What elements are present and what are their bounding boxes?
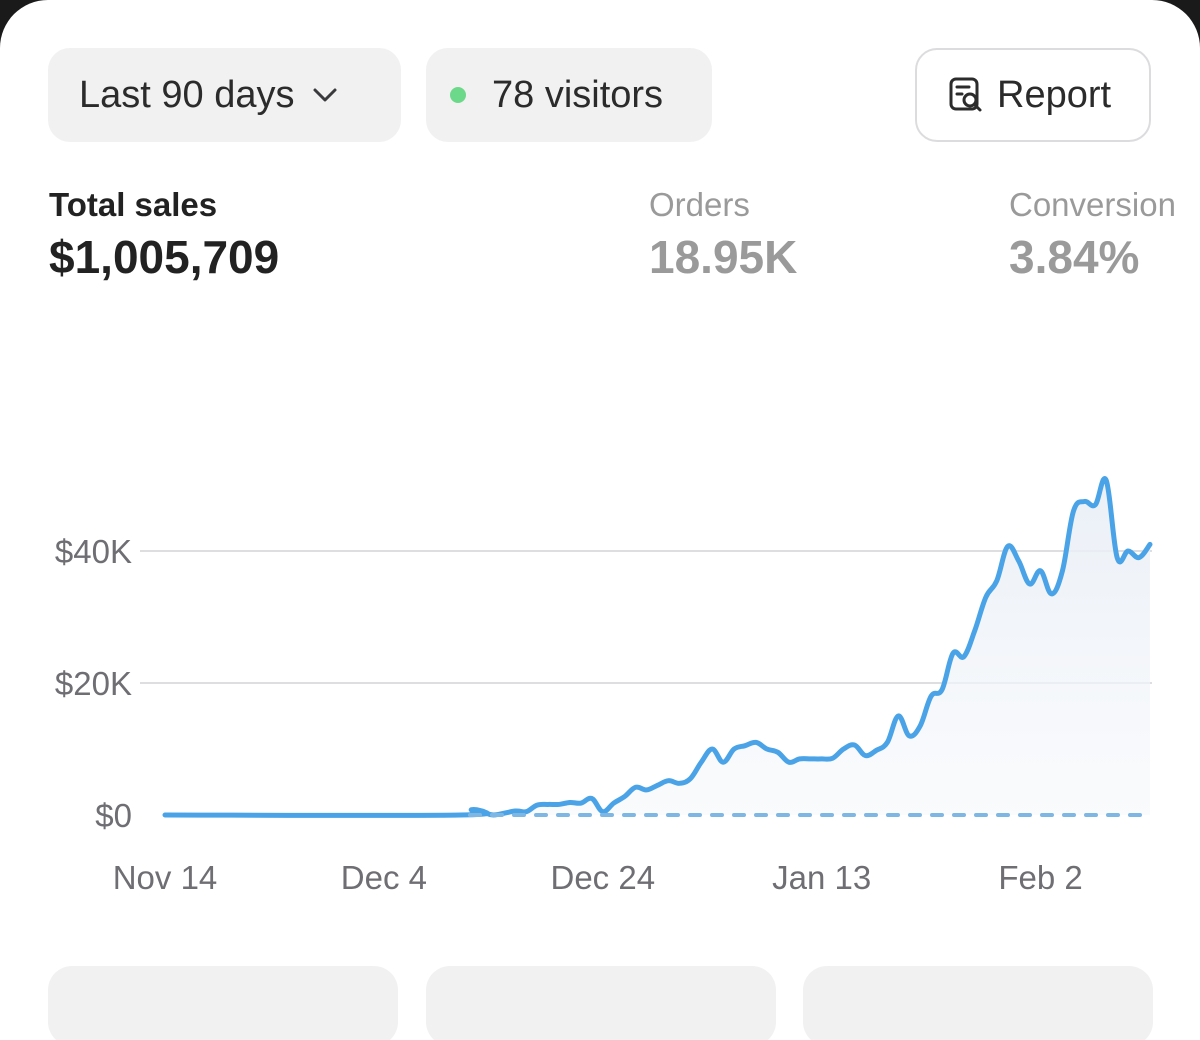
- orders-metric[interactable]: Orders 18.95K: [649, 186, 797, 284]
- orders-value: 18.95K: [649, 231, 798, 283]
- date-range-label: Last 90 days: [79, 73, 295, 116]
- orders-label: Orders: [649, 186, 750, 223]
- series-current-period: [162, 476, 1153, 818]
- y-tick-label: $0: [95, 797, 132, 834]
- report-label: Report: [997, 73, 1112, 116]
- y-tick-label: $40K: [55, 533, 132, 570]
- total-sales-label: Total sales: [49, 186, 218, 223]
- x-tick-label: Feb 2: [998, 859, 1082, 896]
- total-sales-value: $1,005,709: [49, 231, 280, 283]
- total-sales-metric[interactable]: Total sales $1,005,709: [49, 186, 279, 284]
- x-tick-label: Jan 13: [772, 859, 871, 896]
- x-tick-label: Dec 4: [341, 859, 427, 896]
- x-tick-label: Nov 14: [113, 859, 218, 896]
- sales-line-chart[interactable]: $0 $20K $40K Nov 14 Dec 4 Dec 24 Jan 13 Feb 2: [0, 0, 1200, 940]
- visitors-count: 78 visitors: [492, 73, 664, 116]
- report-search-icon: [947, 75, 987, 115]
- y-tick-label: $20K: [55, 665, 132, 702]
- conversion-label: Conversion: [1009, 186, 1176, 223]
- conversion-value: 3.84%: [1009, 231, 1140, 283]
- secondary-card[interactable]: [426, 966, 776, 1040]
- report-button[interactable]: Report: [915, 48, 1151, 142]
- date-range-dropdown[interactable]: Last 90 days: [48, 48, 401, 142]
- live-visitors-badge[interactable]: 78 visitors: [426, 48, 712, 142]
- conversion-metric[interactable]: Conversion 3.84%: [1009, 186, 1176, 284]
- live-status-dot-icon: [450, 87, 466, 103]
- secondary-card[interactable]: [803, 966, 1153, 1040]
- x-tick-label: Dec 24: [550, 859, 655, 896]
- secondary-card[interactable]: [48, 966, 398, 1040]
- chevron-down-icon: [312, 87, 338, 103]
- series-area-fill: [165, 478, 1150, 816]
